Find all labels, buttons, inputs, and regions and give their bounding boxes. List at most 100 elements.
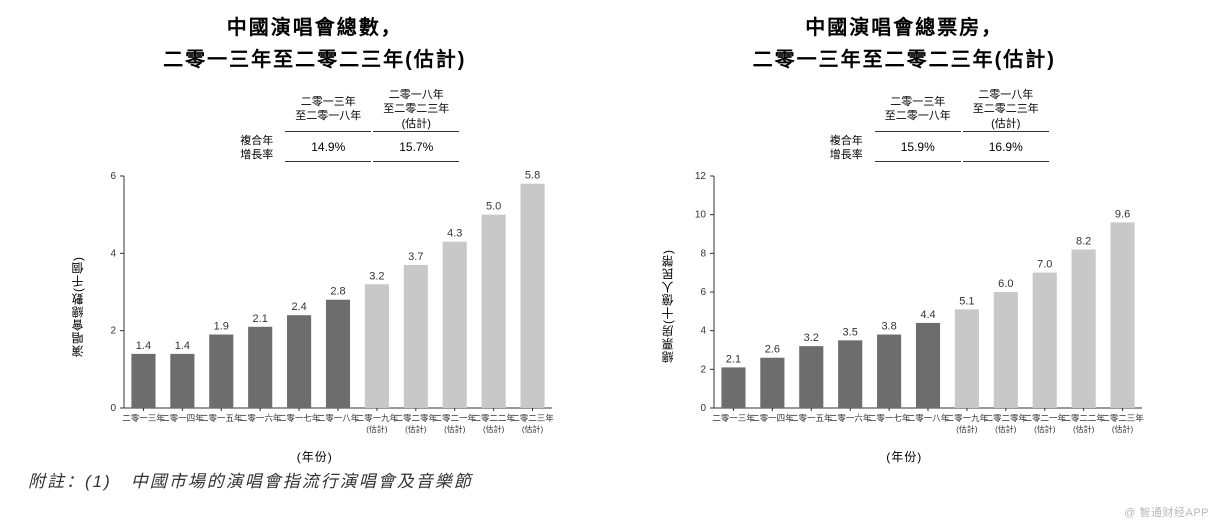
bar [1071,250,1095,409]
chart-left-ylabel: 演唱會總數(千個) [69,256,86,357]
bar [248,327,272,408]
svg-text:二零一六年: 二零一六年 [829,413,872,423]
svg-text:(估計): (估計) [366,424,388,434]
chart-right-svg: 0246810122.1二零一三年2.6二零一四年3.2二零一五年3.5二零一六… [680,166,1150,446]
cagr-period2-label: 二零一八年至二零二三年(估計) [963,88,1049,132]
svg-text:2.1: 2.1 [253,313,268,325]
chart-left-svg: 02461.4二零一三年1.4二零一四年1.9二零一五年2.1二零一六年2.4二… [90,166,560,446]
chart-left-cagr-table: 二零一三年至二零一八年 二零一八年至二零二三年(估計) 複合年增長率 14.9%… [228,86,461,164]
svg-text:6: 6 [111,171,117,182]
bar [171,354,195,408]
svg-text:1.4: 1.4 [175,340,190,352]
svg-text:4.4: 4.4 [920,309,935,321]
bar [521,184,545,408]
svg-text:9.6: 9.6 [1115,209,1130,221]
cagr-period2-value: 15.7% [373,134,459,163]
bar [760,358,784,408]
svg-text:4: 4 [111,249,117,260]
bar [916,323,940,408]
cagr-period2-value: 16.9% [963,134,1049,163]
svg-text:1.4: 1.4 [136,340,151,352]
bar [838,341,862,409]
bar [365,285,389,409]
svg-text:二零二一年: 二零二一年 [1023,413,1066,423]
bar [209,335,233,408]
svg-text:5.8: 5.8 [525,170,540,182]
svg-text:(估計): (估計) [956,424,978,434]
cagr-period1-value: 15.9% [875,134,961,163]
svg-text:8: 8 [700,249,706,260]
svg-text:2.6: 2.6 [764,344,779,356]
footnote: 附註：(1) 中國市場的演唱會指流行演唱會及音樂節 [28,467,473,492]
svg-text:8.2: 8.2 [1076,236,1091,248]
svg-text:(估計): (估計) [995,424,1017,434]
chart-left-plot-wrap: 演唱會總數(千個) 02461.4二零一三年1.4二零一四年1.9二零一五年2.… [69,166,560,446]
bar [326,300,350,408]
svg-text:4.3: 4.3 [447,228,462,240]
svg-text:二零一六年: 二零一六年 [239,413,282,423]
bar [877,335,901,408]
svg-text:12: 12 [695,171,707,182]
svg-text:5.0: 5.0 [486,201,501,213]
cagr-period1-label: 二零一三年至二零一八年 [875,88,961,132]
svg-text:二零二一年: 二零二一年 [434,413,477,423]
svg-text:2.4: 2.4 [292,302,307,314]
bar [443,242,467,408]
svg-text:(估計): (估計) [483,424,505,434]
watermark: @ 智通财经APP [1124,504,1209,520]
svg-text:二零一三年: 二零一三年 [712,413,755,423]
bar [1032,273,1056,408]
svg-text:7.0: 7.0 [1037,259,1052,271]
cagr-period1-label: 二零一三年至二零一八年 [285,88,371,132]
svg-text:二零一五年: 二零一五年 [790,413,833,423]
bar [404,265,428,408]
svg-text:二零一三年: 二零一三年 [122,413,165,423]
svg-text:(估計): (估計) [405,424,427,434]
chart-right-cagr-table: 二零一三年至二零一八年 二零一八年至二零二三年(估計) 複合年增長率 15.9%… [818,86,1051,164]
cagr-period1-value: 14.9% [285,134,371,163]
svg-text:二零一四年: 二零一四年 [161,413,204,423]
chart-right-title-line2: 二零一三年至二零二三年(估計) [753,49,1056,71]
bar [287,316,311,409]
svg-text:3.7: 3.7 [408,251,423,263]
svg-text:0: 0 [700,403,706,414]
svg-text:二零一七年: 二零一七年 [868,413,911,423]
svg-text:0: 0 [111,403,117,414]
chart-right-xaxis-title: (年份) [886,448,922,465]
chart-left-title: 中國演唱會總數， 二零一三年至二零二三年(估計) [163,12,466,76]
svg-text:二零二二年: 二零二二年 [1062,413,1105,423]
bar [994,292,1018,408]
svg-text:1.9: 1.9 [214,321,229,333]
svg-text:二零二零年: 二零二零年 [984,413,1027,423]
svg-text:2.8: 2.8 [331,286,346,298]
bar [955,310,979,409]
svg-text:二零一八年: 二零一八年 [906,413,949,423]
svg-text:二零一五年: 二零一五年 [200,413,243,423]
chart-right-ylabel: 總票房(十億人民幣) [659,249,676,363]
svg-text:(估計): (估計) [444,424,466,434]
svg-text:(估計): (估計) [522,424,544,434]
svg-text:二零一九年: 二零一九年 [945,413,988,423]
svg-text:二零一九年: 二零一九年 [356,413,399,423]
bar [1110,223,1134,409]
bar [482,215,506,408]
chart-left-xaxis-title: (年份) [297,448,333,465]
svg-text:二零二零年: 二零二零年 [395,413,438,423]
svg-text:(估計): (估計) [1112,424,1134,434]
svg-text:5.1: 5.1 [959,296,974,308]
svg-text:3.5: 3.5 [842,327,857,339]
cagr-period2-label: 二零一八年至二零二三年(估計) [373,88,459,132]
cagr-row-label: 複合年增長率 [230,134,283,163]
bar [799,347,823,409]
svg-text:(估計): (估計) [1034,424,1056,434]
svg-text:(估計): (估計) [1073,424,1095,434]
svg-text:6.0: 6.0 [998,278,1013,290]
svg-text:二零一四年: 二零一四年 [751,413,794,423]
bar [721,368,745,409]
chart-right-plot-wrap: 總票房(十億人民幣) 0246810122.1二零一三年2.6二零一四年3.2二… [659,166,1150,446]
svg-text:3.2: 3.2 [370,271,385,283]
svg-text:二零二三年: 二零二三年 [512,413,555,423]
bar [132,354,156,408]
svg-text:4: 4 [700,326,706,337]
chart-right-title: 中國演唱會總票房， 二零一三年至二零二三年(估計) [753,12,1056,76]
